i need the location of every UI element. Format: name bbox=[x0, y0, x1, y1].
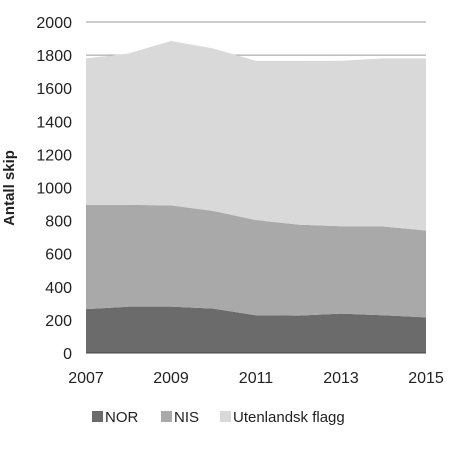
y-tick-label: 200 bbox=[45, 313, 72, 330]
y-tick-label: 1400 bbox=[36, 114, 72, 131]
legend-label: Utenlandsk flagg bbox=[233, 409, 345, 426]
legend-label: NOR bbox=[105, 409, 139, 426]
plot-areas bbox=[86, 41, 426, 353]
legend-label: NIS bbox=[174, 409, 199, 426]
x-tick-label: 2009 bbox=[153, 370, 189, 387]
axes: 0 200 400 600 800 1000 1200 1400 1600 1800 2000 200… bbox=[36, 15, 443, 387]
y-tick-label: 0 bbox=[63, 346, 72, 363]
legend-swatch-nis bbox=[161, 411, 172, 422]
area-nis bbox=[86, 204, 426, 318]
y-tick-label: 1800 bbox=[36, 48, 72, 65]
x-tick-label: 2015 bbox=[408, 370, 444, 387]
legend-swatch-utenlandsk-flagg bbox=[220, 411, 231, 422]
area-nor bbox=[86, 306, 426, 353]
legend: NOR NIS Utenlandsk flagg bbox=[92, 409, 345, 426]
x-tick-label: 2011 bbox=[239, 370, 274, 387]
y-tick-label: 600 bbox=[45, 247, 72, 264]
y-tick-label: 400 bbox=[45, 280, 72, 297]
y-tick-label: 2000 bbox=[36, 15, 72, 32]
y-axis-label: Antall skip bbox=[1, 150, 18, 226]
y-tick-label: 800 bbox=[45, 214, 72, 231]
y-tick-label: 1600 bbox=[36, 81, 72, 98]
y-tick-label: 1000 bbox=[36, 181, 72, 198]
y-tick-label: 1200 bbox=[36, 147, 72, 164]
legend-swatch-nor bbox=[92, 411, 103, 422]
x-tick-label: 2013 bbox=[323, 370, 359, 387]
area-utenlandsk-flagg bbox=[86, 41, 426, 231]
x-tick-label: 2007 bbox=[68, 370, 104, 387]
